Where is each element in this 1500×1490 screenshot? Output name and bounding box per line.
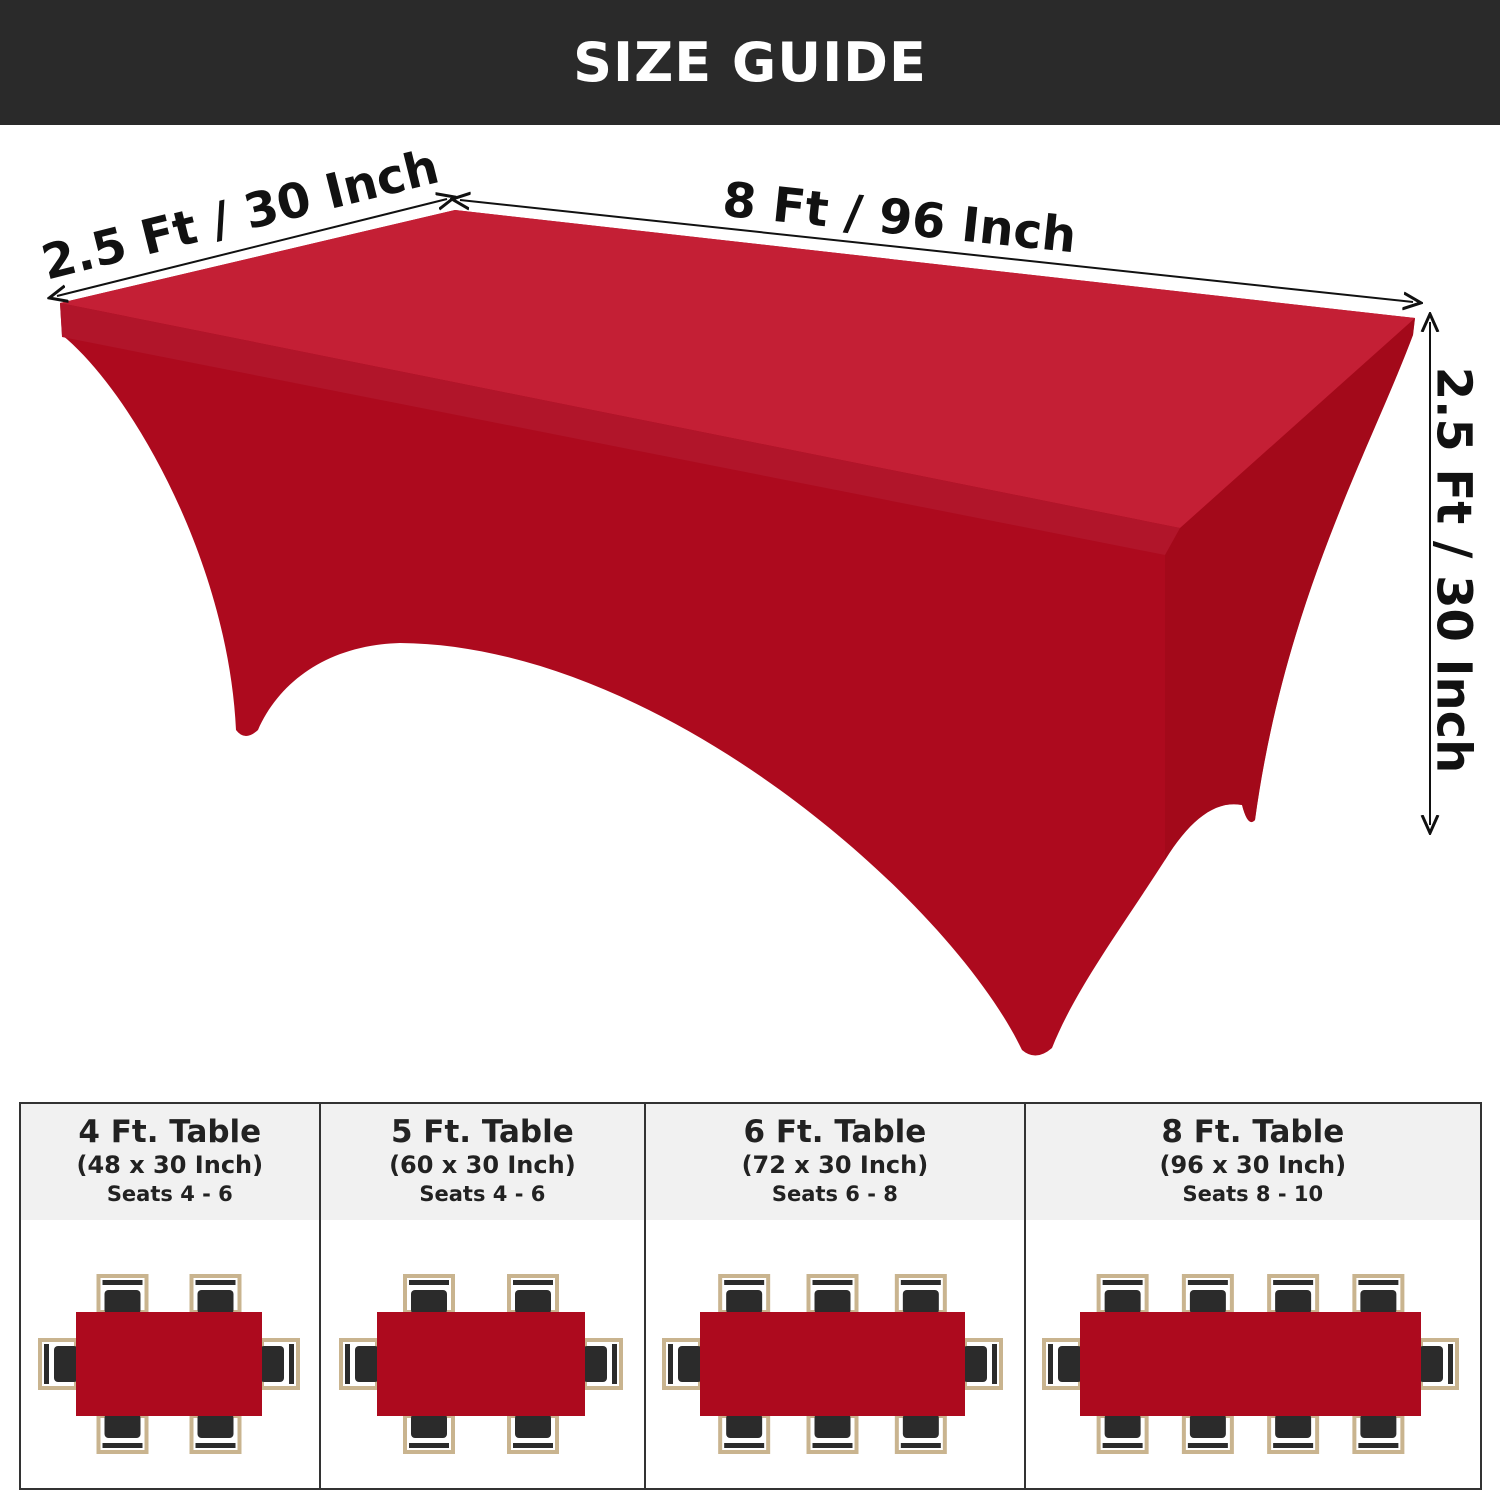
page-title: SIZE GUIDE — [573, 31, 927, 94]
chair-icon — [963, 1338, 1004, 1390]
chair-icon — [338, 1338, 379, 1390]
chair-icon — [189, 1274, 242, 1314]
size-panel-6ft: 6 Ft. Table (72 x 30 Inch) Seats 6 - 8 — [646, 1104, 1026, 1488]
chair-icon — [1181, 1414, 1234, 1454]
seating-diagram — [338, 1274, 623, 1454]
chair-icon — [402, 1274, 455, 1314]
chair-icon — [1181, 1274, 1234, 1314]
chair-icon — [506, 1274, 559, 1314]
size-panel-5ft: 5 Ft. Table (60 x 30 Inch) Seats 4 - 6 — [320, 1104, 647, 1488]
length-arrow — [460, 200, 1413, 302]
chair-icon — [1266, 1274, 1319, 1314]
chair-icon — [806, 1414, 859, 1454]
chair-icon — [1418, 1338, 1459, 1390]
chair-icon — [1041, 1338, 1082, 1390]
table-cover-rim — [60, 303, 1180, 555]
panel-seats: Seats 6 - 8 — [771, 1182, 898, 1206]
chair-icon — [718, 1414, 771, 1454]
chair-icon — [806, 1274, 859, 1314]
height-label: 2.5 Ft / 30 Inch — [1425, 366, 1482, 774]
chair-icon — [1096, 1274, 1149, 1314]
seating-diagram — [662, 1274, 1004, 1454]
table-top-view — [76, 1312, 262, 1416]
size-panel-8ft: 8 Ft. Table (96 x 30 Inch) Seats 8 - 10 — [1025, 1104, 1480, 1488]
chair-icon — [662, 1338, 703, 1390]
table-top-view — [376, 1312, 585, 1416]
panel-seats: Seats 4 - 6 — [419, 1182, 546, 1206]
panel-title: 8 Ft. Table — [1161, 1114, 1345, 1150]
chair-icon — [38, 1338, 78, 1390]
chair-icon — [1096, 1414, 1149, 1454]
panel-title: 5 Ft. Table — [390, 1114, 574, 1150]
panel-title: 6 Ft. Table — [743, 1114, 927, 1150]
table-top-view — [1079, 1312, 1421, 1416]
panel-dimensions: (48 x 30 Inch) — [76, 1151, 264, 1179]
chair-icon — [402, 1414, 455, 1454]
chair-icon — [260, 1338, 300, 1390]
chair-icon — [189, 1414, 242, 1454]
table-cover-side-shade — [1165, 318, 1415, 860]
panel-dimensions: (96 x 30 Inch) — [1159, 1151, 1347, 1179]
panel-seats: Seats 4 - 6 — [106, 1182, 233, 1206]
chair-icon — [582, 1338, 623, 1390]
width-arrow — [57, 199, 447, 296]
panel-title: 4 Ft. Table — [78, 1114, 262, 1150]
panel-dimensions: (72 x 30 Inch) — [741, 1151, 929, 1179]
panel-dimensions: (60 x 30 Inch) — [389, 1151, 576, 1179]
panel-seats: Seats 8 - 10 — [1182, 1182, 1324, 1206]
table-top-view — [700, 1312, 966, 1416]
chair-icon — [96, 1414, 149, 1454]
chair-icon — [506, 1414, 559, 1454]
chair-icon — [894, 1274, 947, 1314]
chair-icon — [1266, 1414, 1319, 1454]
seating-diagram — [1041, 1274, 1459, 1454]
chair-icon — [894, 1414, 947, 1454]
chair-icon — [96, 1274, 149, 1314]
header-banner: SIZE GUIDE — [0, 0, 1500, 125]
chair-icon — [1352, 1274, 1404, 1314]
chair-icon — [1352, 1414, 1404, 1454]
seating-diagram — [38, 1274, 300, 1454]
size-table: 4 Ft. Table (48 x 30 Inch) Seats 4 - 6 5 F… — [19, 1102, 1482, 1490]
table-cover-illustration — [0, 0, 1500, 1056]
size-panel-4ft: 4 Ft. Table (48 x 30 Inch) Seats 4 - 6 — [21, 1104, 321, 1488]
chair-icon — [718, 1274, 771, 1314]
